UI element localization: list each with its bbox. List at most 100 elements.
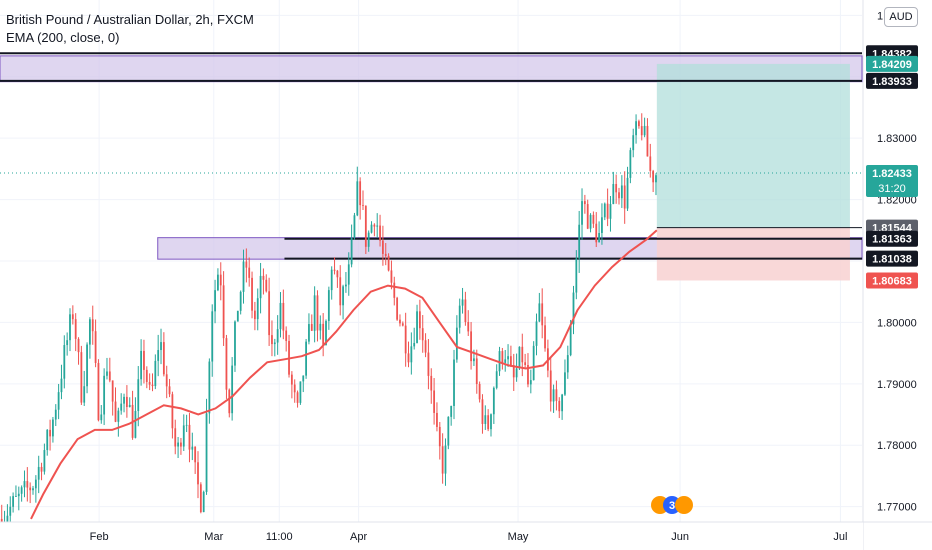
candle-body [279, 302, 282, 330]
candle-body [606, 203, 609, 219]
candle-body [37, 466, 40, 480]
grid-lines [0, 0, 862, 522]
candle-body [643, 125, 646, 136]
candle-body [6, 515, 9, 523]
candle-body [376, 225, 379, 227]
price-tag-current: 1.82433 31:20 [866, 164, 918, 197]
candle-body [601, 217, 603, 233]
candle-body [103, 375, 106, 415]
x-tick-label: May [508, 531, 529, 543]
candle-body [140, 350, 143, 380]
price-tag-support-upper: 1.81363 [866, 230, 918, 247]
candle-body [185, 424, 188, 426]
candle-body [655, 175, 657, 183]
candle-body [603, 203, 606, 218]
candle-body [424, 340, 427, 353]
candle-body [171, 394, 174, 429]
candle-body [148, 381, 151, 385]
candle-body [492, 387, 495, 415]
price-tag-support-lower: 1.81038 [866, 250, 918, 267]
x-tick-label: Mar [204, 531, 223, 543]
candle-body [515, 368, 518, 378]
candle-body [552, 389, 555, 402]
event-flag-icon [675, 496, 693, 514]
candle-body [94, 331, 97, 363]
candle-body [495, 371, 498, 388]
candle-body [262, 275, 265, 280]
candle-body [635, 121, 637, 136]
candle-body [168, 386, 171, 395]
candle-body [160, 342, 162, 351]
candle-body [501, 351, 504, 363]
candle-body [421, 328, 424, 341]
candle-body [177, 442, 179, 447]
candle-body [74, 319, 77, 339]
candle-body [473, 358, 475, 362]
candle-body [623, 185, 626, 209]
candle-body [541, 303, 544, 326]
candle-body [9, 506, 12, 516]
candle-body [256, 298, 259, 320]
position-loss-zone [656, 227, 850, 281]
candle-body [407, 353, 410, 363]
candle-body [66, 340, 69, 346]
price-tag-value: 1.81363 [872, 234, 912, 246]
candle-body [120, 403, 123, 411]
price-tag-box [866, 72, 918, 89]
position-profit-zone [656, 63, 850, 228]
candle-body [367, 232, 370, 247]
candle-body [444, 445, 447, 474]
candle-body [561, 394, 564, 412]
candle-body [592, 214, 595, 224]
y-tick-label: 1.82000 [877, 195, 917, 207]
candle-body [26, 481, 29, 488]
candle-body [464, 299, 467, 322]
candle-body [15, 496, 17, 497]
ema-line [30, 229, 658, 520]
candle-body [430, 375, 433, 391]
y-tick-label: 1.80000 [877, 317, 917, 329]
candle-body [461, 299, 464, 306]
candle-body [100, 414, 103, 421]
legend-symbol-title[interactable]: British Pound / Australian Dollar, 2h, F… [6, 12, 254, 27]
candle-body [34, 479, 37, 489]
legend-ema-indicator[interactable]: EMA (200, close, 0) [6, 30, 120, 45]
candle-body [490, 414, 492, 430]
candle-body [521, 346, 524, 363]
price-tag-stop: 1.80683 [866, 272, 918, 289]
candle-body [245, 261, 248, 268]
candle-body [487, 415, 490, 430]
price-tag-target: 1.84209 [866, 55, 918, 72]
price-tag-box [866, 164, 918, 197]
candle-body [581, 201, 583, 225]
candle-body [276, 329, 279, 343]
candle-body [49, 429, 51, 437]
candle-body [251, 277, 253, 311]
candle-body [538, 303, 541, 322]
candles [0, 113, 657, 540]
candle-body [143, 350, 145, 370]
price-tag-resistance-lower: 1.83933 [866, 72, 918, 89]
candle-body [609, 204, 612, 219]
candle-body [106, 371, 108, 376]
y-tick-label: 1.79000 [877, 379, 917, 391]
candle-body [285, 330, 288, 341]
x-tick-label: Feb [90, 531, 109, 543]
candle-body [319, 323, 322, 331]
candle-body [71, 314, 74, 320]
candle-body [342, 286, 344, 306]
candle-body [535, 321, 538, 346]
candle-body [370, 224, 373, 233]
candle-body [566, 355, 569, 373]
candle-body [217, 274, 219, 291]
candle-body [32, 488, 34, 491]
candle-body [450, 405, 453, 417]
candle-body [527, 364, 529, 385]
candle-body [438, 426, 441, 447]
candle-body [46, 429, 49, 451]
currency-button[interactable]: AUD [884, 7, 918, 27]
candle-body [225, 338, 228, 390]
x-tick-label: 11:00 [266, 531, 293, 543]
